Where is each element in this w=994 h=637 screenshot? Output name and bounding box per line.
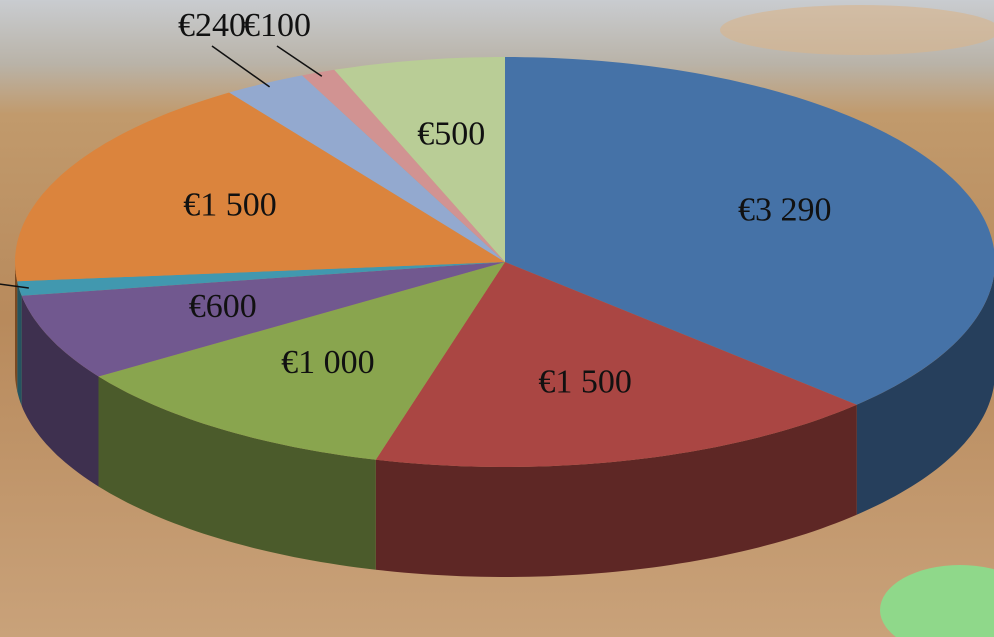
data-label: €100 [243,7,311,44]
background-dune [720,5,994,55]
data-label: €1 500 [183,187,277,224]
data-label: €240 [178,7,246,44]
data-label: €500 [417,116,485,153]
chart: €3 290€1 500€1 000€600€100€1 500€240€100… [0,0,994,637]
slice-side [15,262,17,391]
data-label: €600 [189,288,257,325]
data-label: €3 290 [738,191,832,228]
slice-side [17,281,22,406]
data-label: €1 500 [538,363,632,400]
data-label: €1 000 [281,344,375,381]
